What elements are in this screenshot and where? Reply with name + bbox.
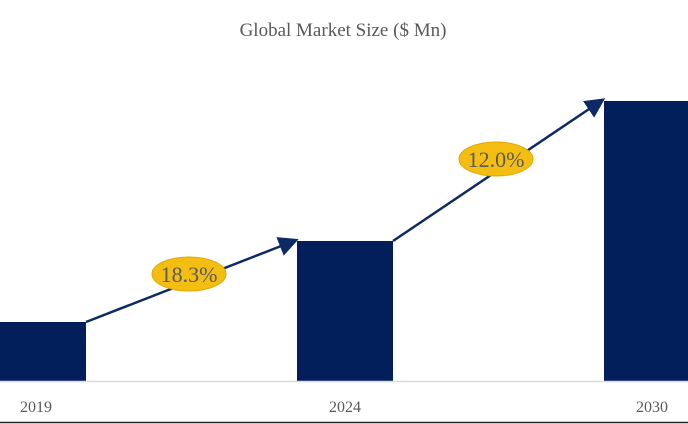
x-tick-label: 2030 <box>636 399 668 416</box>
cagr-badge: 12.0% <box>458 141 534 177</box>
cagr-badge-ellipse <box>458 141 534 177</box>
chart-title: Global Market Size ($ Mn) <box>240 20 447 41</box>
bar-2030 <box>604 101 688 381</box>
cagr-label: 12.0% <box>468 147 525 172</box>
cagr-badge: 18.3% <box>151 256 227 292</box>
cagr-badge-ellipse <box>151 256 227 292</box>
x-tick-label: 2024 <box>329 399 361 416</box>
x-tick-label: 2019 <box>20 399 52 416</box>
bar-2019 <box>0 322 86 381</box>
bar-2024 <box>297 241 393 381</box>
cagr-label: 18.3% <box>161 262 218 287</box>
